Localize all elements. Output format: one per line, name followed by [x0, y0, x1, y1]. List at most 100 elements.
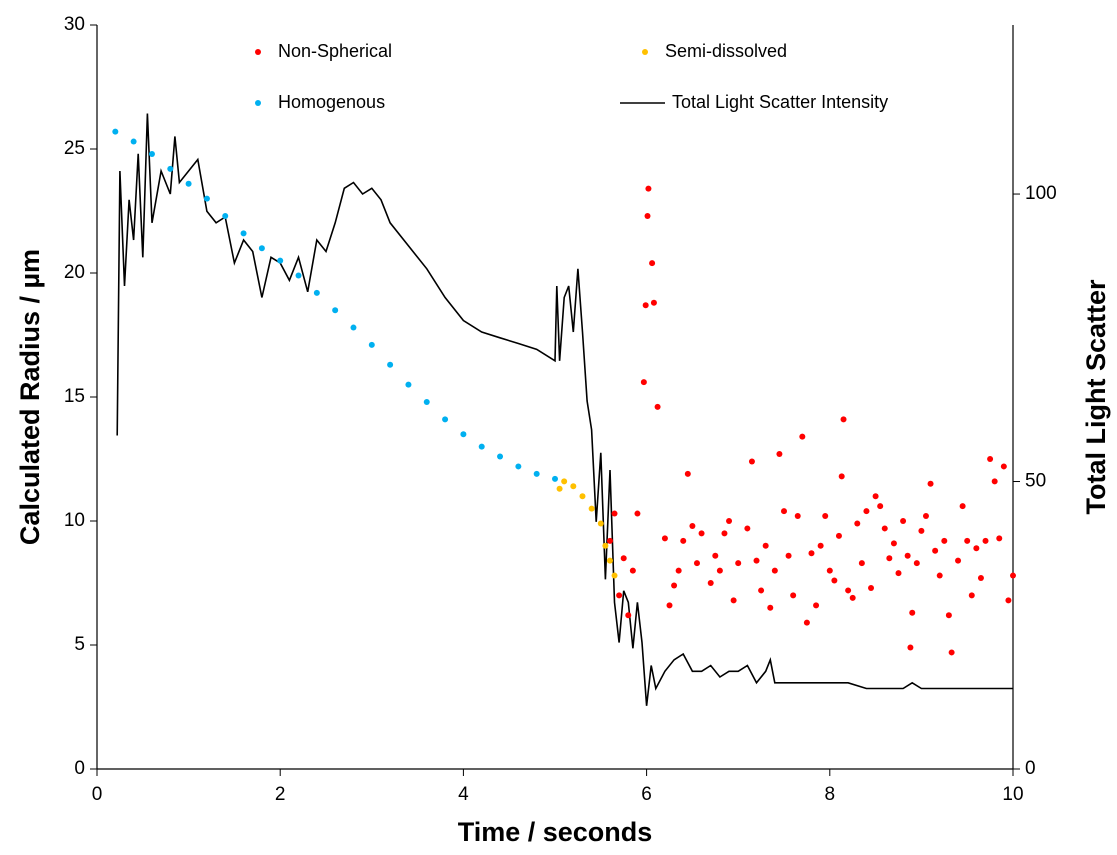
x-tick-label: 4: [458, 784, 469, 805]
data-point: [130, 138, 137, 145]
data-point: [996, 535, 1003, 542]
data-point: [877, 503, 884, 510]
data-point: [1000, 463, 1007, 470]
data-point: [955, 557, 962, 564]
data-point: [675, 567, 682, 574]
data-point: [790, 592, 797, 599]
data-point: [460, 431, 467, 438]
legend: Non-Spherical Semi-dissolved Homogenous Tot…: [255, 41, 888, 112]
data-point: [854, 520, 861, 527]
y2-tick-label: 0: [1025, 758, 1036, 779]
data-point: [650, 299, 657, 306]
legend-label: Total Light Scatter Intensity: [672, 92, 888, 112]
data-point: [831, 577, 838, 584]
data-point: [579, 493, 586, 500]
y2-tick-label: 100: [1025, 183, 1057, 204]
y-tick-label: 20: [64, 262, 85, 283]
data-point: [606, 557, 613, 564]
data-point: [927, 480, 934, 487]
data-point: [645, 185, 652, 192]
data-point: [881, 525, 888, 532]
data-point: [945, 612, 952, 619]
data-point: [295, 272, 302, 279]
data-point: [597, 520, 604, 527]
data-point: [185, 180, 192, 187]
data-point: [826, 567, 833, 574]
data-point: [478, 443, 485, 450]
data-point: [616, 592, 623, 599]
data-point: [890, 540, 897, 547]
data-point: [442, 416, 449, 423]
legend-label: Semi-dissolved: [665, 41, 787, 61]
data-point: [611, 572, 618, 579]
data-point: [556, 485, 563, 492]
data-point: [771, 567, 778, 574]
data-point: [748, 458, 755, 465]
data-point: [932, 547, 939, 554]
data-point: [313, 289, 320, 296]
data-point: [423, 398, 430, 405]
y-axis-title: Calculated Radius / µm: [15, 249, 45, 545]
x-tick-label: 0: [92, 784, 103, 805]
data-point: [625, 612, 632, 619]
data-point: [649, 260, 656, 267]
y2-tick-label: 50: [1025, 471, 1046, 492]
data-point: [680, 537, 687, 544]
legend-marker: [255, 100, 261, 106]
data-point: [661, 535, 668, 542]
y-tick-label: 15: [64, 386, 85, 407]
data-point: [634, 510, 641, 517]
data-point: [497, 453, 504, 460]
data-point: [799, 433, 806, 440]
data-point: [552, 475, 558, 482]
data-point: [904, 552, 911, 559]
data-point: [794, 513, 801, 520]
data-point: [570, 483, 577, 490]
data-point: [968, 592, 975, 599]
data-point: [602, 542, 609, 549]
data-point: [835, 532, 842, 539]
y-tick-label: 0: [74, 758, 85, 779]
data-point: [684, 470, 691, 477]
data-point: [730, 597, 737, 604]
data-point: [606, 537, 613, 544]
data-point: [716, 567, 723, 574]
data-point: [863, 508, 870, 515]
legend-marker: [255, 49, 261, 55]
data-point: [872, 493, 879, 500]
data-point: [803, 619, 810, 626]
x-axis-title: Time / seconds: [458, 817, 653, 847]
data-point: [654, 403, 661, 410]
data-point: [332, 307, 339, 314]
data-point: [838, 473, 845, 480]
data-point: [726, 518, 733, 524]
data-point: [240, 230, 247, 237]
data-point: [918, 527, 925, 534]
x-tick-label: 2: [275, 784, 286, 805]
data-point: [762, 542, 769, 549]
data-point: [817, 542, 824, 549]
y2-axis-title: Total Light Scatter: [1081, 279, 1111, 515]
data-point: [959, 503, 966, 510]
data-point: [849, 594, 856, 601]
data-point: [167, 165, 174, 172]
y-tick-label: 30: [64, 14, 85, 35]
data-point: [909, 609, 916, 616]
data-point: [112, 128, 119, 135]
data-point: [922, 513, 929, 520]
data-point: [776, 451, 783, 458]
data-point: [666, 602, 673, 609]
data-point: [936, 572, 943, 579]
data-point: [735, 560, 742, 567]
y-tick-label: 5: [74, 634, 85, 655]
data-point: [785, 552, 792, 559]
data-point: [900, 518, 907, 524]
data-point: [203, 195, 210, 202]
data-point: [964, 537, 971, 544]
data-point: [907, 644, 914, 651]
data-point: [277, 257, 284, 264]
x-tick-label: 10: [1002, 784, 1023, 805]
data-point: [368, 341, 375, 348]
data-point: [991, 478, 998, 485]
